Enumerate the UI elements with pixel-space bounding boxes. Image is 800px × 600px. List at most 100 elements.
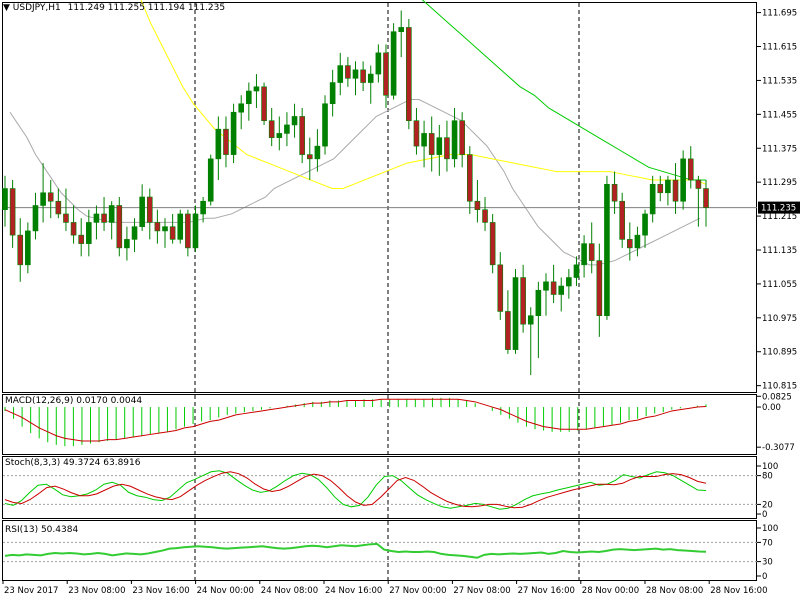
candle-body bbox=[215, 128, 222, 160]
price-axis-label: 110.895 bbox=[762, 348, 797, 358]
candle-body bbox=[489, 222, 496, 266]
candle-body bbox=[634, 234, 641, 249]
rsi-line bbox=[4, 542, 707, 559]
candle-body bbox=[268, 120, 275, 138]
candle-body bbox=[40, 192, 46, 206]
candle-body bbox=[9, 188, 16, 236]
candle-body bbox=[70, 222, 77, 236]
candle-body bbox=[314, 145, 321, 160]
candle-body bbox=[550, 281, 557, 295]
time-axis-label: 24 Nov 16:00 bbox=[325, 586, 382, 596]
candle-body bbox=[390, 31, 397, 96]
dropdown-arrow-icon[interactable]: ▼ bbox=[3, 3, 10, 13]
stoch-main-line bbox=[4, 470, 707, 510]
candle-body bbox=[627, 239, 633, 249]
candle-body bbox=[360, 69, 366, 83]
candle-body bbox=[695, 179, 702, 189]
candle-body bbox=[185, 213, 191, 249]
candle-body bbox=[352, 69, 359, 79]
candle-body bbox=[284, 124, 290, 134]
candle-body bbox=[558, 285, 565, 295]
candle-body bbox=[299, 116, 305, 155]
stoch-axis-label: 100 bbox=[762, 462, 778, 472]
candle-body bbox=[672, 179, 679, 202]
candle-body bbox=[588, 243, 595, 261]
time-axis-label: 28 Nov 08:00 bbox=[646, 586, 703, 596]
candle-body bbox=[329, 82, 336, 105]
candle-body bbox=[466, 154, 473, 202]
candle-body bbox=[535, 289, 542, 316]
stoch-axis-label: 0 bbox=[762, 510, 767, 520]
candle-body bbox=[306, 154, 313, 160]
rsi-axis-label: 100 bbox=[762, 524, 778, 534]
candle-body bbox=[207, 158, 214, 202]
candle-body bbox=[543, 281, 549, 291]
current-price-box bbox=[758, 201, 800, 214]
stoch-axis-label: 80 bbox=[762, 472, 773, 482]
candle-body bbox=[619, 200, 625, 240]
candle-body bbox=[657, 183, 664, 194]
candle-body bbox=[566, 277, 572, 287]
candle-body bbox=[375, 52, 382, 75]
price-axis-label: 111.615 bbox=[762, 43, 797, 53]
candle-body bbox=[2, 188, 8, 211]
candle-body bbox=[230, 111, 237, 155]
candle-body bbox=[47, 192, 54, 202]
rsi-axis-label: 0 bbox=[762, 572, 767, 582]
candle-body bbox=[146, 196, 153, 223]
ma-fast-line bbox=[9, 99, 701, 266]
candle-body bbox=[276, 133, 283, 138]
candle-body bbox=[131, 226, 138, 240]
price-axis-label: 111.455 bbox=[762, 110, 797, 120]
stoch-signal-line bbox=[4, 471, 707, 509]
time-axis-label: 23 Nov 2017 bbox=[4, 586, 58, 596]
panel-frame-macd bbox=[2, 394, 757, 455]
candle-body bbox=[474, 200, 481, 211]
candle-body bbox=[32, 205, 39, 232]
candle-body bbox=[398, 27, 405, 32]
panel-frame-rsi bbox=[2, 520, 757, 581]
time-axis-label: 23 Nov 08:00 bbox=[68, 586, 125, 596]
candle-body bbox=[78, 234, 84, 244]
rsi-axis-label: 70 bbox=[762, 538, 773, 548]
candle-body bbox=[649, 183, 656, 215]
candle-body bbox=[421, 133, 427, 147]
stoch-axis-label: 20 bbox=[762, 500, 773, 510]
price-axis-label: 111.535 bbox=[762, 76, 797, 86]
candle-body bbox=[55, 200, 62, 215]
candle-body bbox=[169, 226, 176, 240]
price-axis-label: 110.975 bbox=[762, 314, 797, 324]
candle-body bbox=[93, 213, 100, 223]
candle-body bbox=[337, 65, 344, 83]
ma-mid-line bbox=[140, 0, 707, 190]
macd-axis-label: 0.00 bbox=[762, 403, 781, 413]
candle-body bbox=[428, 133, 435, 155]
rsi-panel-title: RSI(13) 50.4384 bbox=[5, 525, 79, 535]
candle-body bbox=[505, 311, 511, 350]
candle-body bbox=[261, 86, 267, 121]
ohlc-label: 111.249 111.255 111.194 111.235 bbox=[67, 3, 226, 13]
time-axis-label: 23 Nov 16:00 bbox=[132, 586, 189, 596]
time-axis-label: 24 Nov 08:00 bbox=[261, 586, 318, 596]
candle-body bbox=[527, 315, 534, 325]
candle-body bbox=[459, 120, 465, 155]
price-axis-label: 111.695 bbox=[762, 9, 797, 19]
candle-body bbox=[611, 183, 618, 202]
candle-body bbox=[291, 116, 298, 126]
candle-body bbox=[642, 213, 648, 236]
price-axis-label: 111.375 bbox=[762, 144, 797, 154]
current-price-label: 111.235 bbox=[761, 204, 796, 214]
candle-body bbox=[200, 200, 206, 215]
candle-body bbox=[108, 205, 115, 223]
candle-body bbox=[665, 179, 671, 194]
time-axis-label: 27 Nov 16:00 bbox=[518, 586, 575, 596]
candle-body bbox=[25, 230, 31, 266]
candle-body bbox=[604, 183, 610, 316]
candle-body bbox=[86, 222, 92, 244]
macd-axis-label: 0.0825 bbox=[762, 392, 792, 402]
rsi-axis-label: 30 bbox=[762, 558, 773, 568]
candle-body bbox=[139, 196, 145, 227]
candle-body bbox=[406, 27, 412, 121]
price-axis-label: 111.215 bbox=[762, 212, 797, 222]
